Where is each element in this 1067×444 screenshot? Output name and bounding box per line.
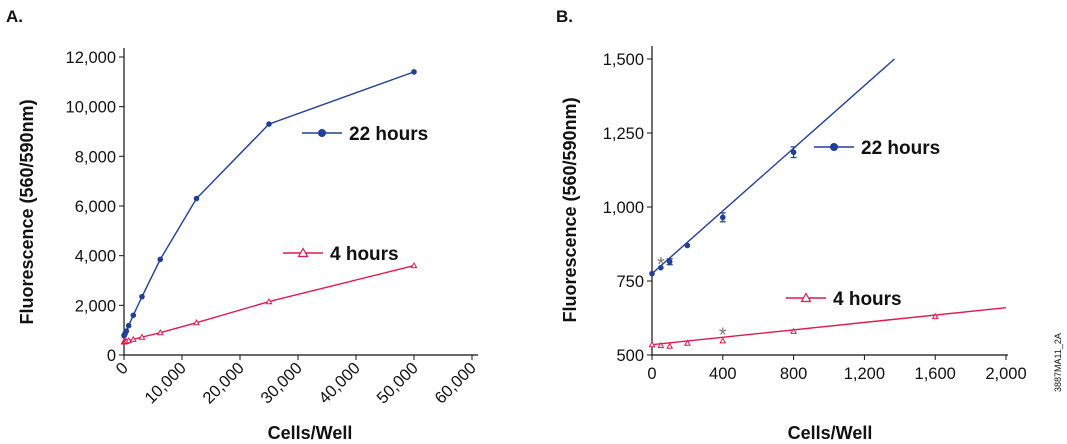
- data-point: [265, 297, 273, 305]
- panel-a-yticks: 0 2,000 4,000 6,000 8,000 10,000 12,000: [66, 49, 124, 365]
- panel-b-yticks: 500 750 1,000 1,250 1,500: [603, 51, 652, 365]
- data-point: [666, 258, 673, 265]
- panel-a-xlabel: Cells/Well: [268, 423, 353, 443]
- data-point: [139, 293, 145, 300]
- data-point: [931, 312, 939, 320]
- panel-b-axes: [651, 46, 1008, 356]
- data-point: [129, 335, 137, 342]
- data-point: [266, 121, 272, 127]
- panel-b-series: [648, 58, 1007, 349]
- y-tick-label: 1,250: [603, 125, 644, 143]
- data-point: [193, 195, 200, 202]
- data-point: [130, 312, 137, 319]
- panel-b-ylabel: Fluorescence (560/590nm): [560, 97, 580, 322]
- y-tick-label: 1,000: [603, 199, 644, 217]
- panel-a-legend: 22 hours 4 hours: [283, 124, 428, 265]
- panel-b-xlabel: Cells/Well: [788, 423, 873, 443]
- x-tick-label: 800: [780, 365, 808, 383]
- x-tick-label: 0: [647, 365, 656, 383]
- y-tick-label: 6,000: [75, 198, 116, 216]
- data-point: [649, 270, 655, 277]
- data-point: [157, 256, 164, 263]
- data-point: [410, 261, 418, 269]
- data-point: [658, 264, 664, 271]
- series-22-hours-fit-line: [651, 58, 895, 275]
- legend-label: 22 hours: [861, 138, 940, 159]
- x-tick-label: 2,000: [985, 365, 1026, 383]
- series-22-hours-line: [123, 71, 415, 336]
- panel-a-letter: A.: [6, 7, 23, 26]
- data-point: [123, 328, 130, 334]
- x-tick-label: 1,600: [915, 365, 956, 383]
- legend-marker: [800, 292, 812, 303]
- legend-label: 4 hours: [330, 244, 399, 265]
- data-point: [720, 214, 726, 221]
- panel-b-legend: 22 hours 4 hours: [786, 138, 940, 310]
- x-tick-label: 50,000: [373, 359, 421, 407]
- y-tick-label: 12,000: [66, 49, 116, 67]
- data-point: [790, 327, 798, 334]
- panel-b-letter: B.: [556, 7, 573, 26]
- y-tick-label: 0: [107, 347, 116, 365]
- data-point: [648, 341, 656, 348]
- x-tick-label: 10,000: [141, 359, 189, 407]
- series-4-hours-fit-line: [651, 306, 1007, 346]
- y-tick-label: 2,000: [75, 297, 116, 315]
- y-tick-label: 750: [616, 273, 644, 291]
- x-tick-label: 30,000: [257, 359, 305, 407]
- data-point: [156, 329, 164, 336]
- data-point: [684, 242, 691, 249]
- y-tick-label: 8,000: [75, 148, 116, 166]
- panel-b-annotations: **: [657, 254, 727, 346]
- significance-asterisk: *: [719, 324, 727, 346]
- panel-a-series: [120, 69, 418, 345]
- y-tick-label: 1,500: [603, 51, 644, 69]
- x-tick-label: 400: [709, 365, 737, 383]
- data-point: [683, 339, 691, 346]
- legend-marker: [318, 129, 326, 137]
- legend-label: 22 hours: [349, 124, 428, 145]
- data-point: [719, 337, 727, 344]
- y-tick-label: 4,000: [75, 248, 116, 266]
- data-point: [125, 336, 133, 344]
- data-point: [138, 333, 146, 340]
- data-point: [193, 319, 200, 326]
- x-tick-label: 20,000: [199, 359, 247, 407]
- data-point: [666, 342, 674, 349]
- panel-b-xticks: 0 400 800 1,200 1,600 2,000: [647, 355, 1027, 383]
- panel-a-axes: [123, 48, 478, 356]
- y-tick-label: 10,000: [66, 99, 116, 117]
- panel-b-chart: B. Fluorescence (560/590nm) Cells/Well 0…: [556, 7, 1027, 443]
- legend-marker: [297, 247, 309, 258]
- data-point: [790, 149, 797, 156]
- data-point: [657, 341, 665, 349]
- x-tick-label: 1,200: [844, 365, 885, 383]
- legend-marker: [830, 143, 838, 151]
- figure-code: 3887MA11_2A: [1053, 333, 1063, 392]
- panel-a-chart: A. Fluorescence (560/590nm) Cells/Well 0…: [6, 7, 480, 443]
- panel-a-ylabel: Fluorescence (560/590nm): [17, 99, 37, 324]
- data-point: [411, 69, 417, 75]
- panel-a-xticks: 0 10,000 20,000 30,000 40,000 50,000 60,000: [113, 355, 480, 408]
- x-tick-label: 60,000: [431, 359, 479, 407]
- legend-label: 4 hours: [833, 289, 902, 310]
- data-point: [125, 322, 132, 329]
- significance-asterisk: *: [657, 254, 665, 276]
- x-tick-label: 40,000: [315, 359, 363, 407]
- y-tick-label: 500: [616, 347, 644, 365]
